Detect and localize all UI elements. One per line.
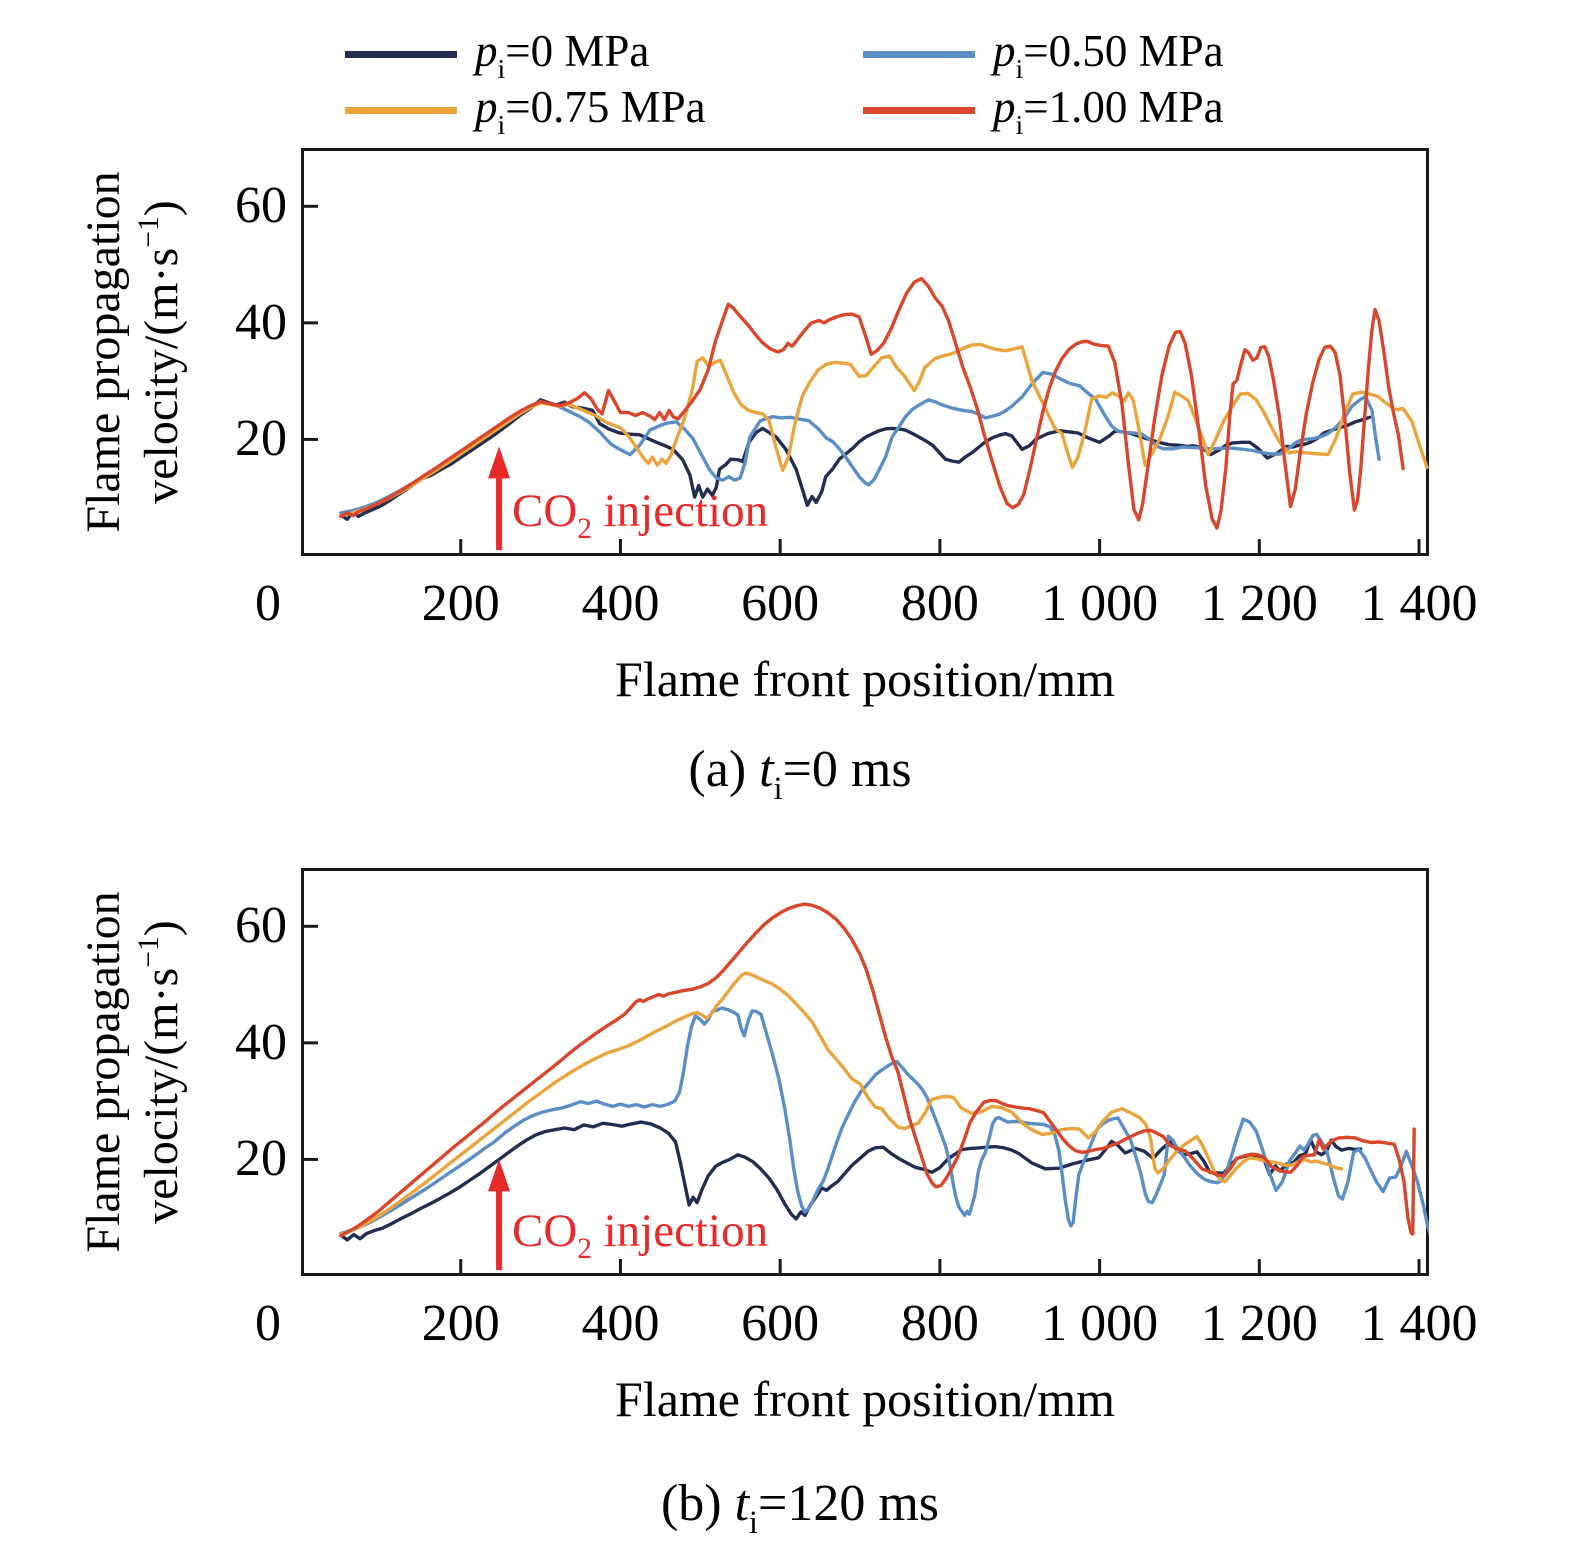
legend-entry-p100: pi=1.00 MPa	[863, 81, 1224, 141]
x-tick-label: 400	[581, 1295, 660, 1352]
legend-line-swatch	[863, 106, 975, 114]
chart-panel-b	[301, 868, 1429, 1276]
legend-entry-p050: pi=0.50 MPa	[863, 25, 1224, 85]
x-tick-label: 0	[255, 575, 281, 632]
x-tick-label: 1 200	[1200, 575, 1318, 632]
x-tick-label: 1 000	[1041, 1295, 1159, 1352]
co2-injection-annotation-b: CO2 injection	[512, 1205, 769, 1266]
co2-injection-annotation-a: CO2 injection	[512, 485, 769, 546]
x-axis-label-b: Flame front position/mm	[615, 1371, 1115, 1427]
x-tick-label: 200	[421, 575, 500, 632]
y-tick-label: 40	[235, 293, 287, 351]
x-tick-label: 1 400	[1360, 575, 1478, 632]
x-tick-label: 400	[581, 575, 660, 632]
y-tick-label: 20	[235, 410, 287, 468]
legend-label: pi=0.50 MPa	[993, 25, 1224, 85]
x-tick-label: 800	[900, 1295, 979, 1352]
x-tick-label: 1 000	[1041, 575, 1159, 632]
y-tick-label: 60	[235, 177, 287, 235]
x-tick-label: 1 200	[1200, 1295, 1318, 1352]
x-tick-label: 600	[741, 1295, 820, 1352]
x-axis-label-a: Flame front position/mm	[615, 651, 1115, 707]
chart-panel-a	[301, 148, 1429, 556]
caption-b: (b) ti=120 ms	[660, 1475, 940, 1541]
legend-label: pi=0.75 MPa	[475, 81, 706, 141]
x-tick-label: 0	[255, 1295, 281, 1352]
y-tick-label: 60	[235, 897, 287, 955]
legend-entry-p075: pi=0.75 MPa	[345, 81, 706, 141]
x-tick-label: 200	[421, 1295, 500, 1352]
x-tick-label: 600	[741, 575, 820, 632]
y-tick-label: 20	[235, 1130, 287, 1188]
caption-a: (a) ti=0 ms	[688, 741, 912, 807]
legend-label: pi=0 MPa	[475, 25, 650, 85]
legend-entry-p0: pi=0 MPa	[345, 25, 650, 85]
legend-line-swatch	[345, 106, 457, 114]
x-tick-label: 800	[900, 575, 979, 632]
legend-label: pi=1.00 MPa	[993, 81, 1224, 141]
legend-line-swatch	[863, 50, 975, 58]
x-tick-label: 1 400	[1360, 1295, 1478, 1352]
legend-line-swatch	[345, 50, 457, 58]
y-tick-label: 40	[235, 1013, 287, 1071]
